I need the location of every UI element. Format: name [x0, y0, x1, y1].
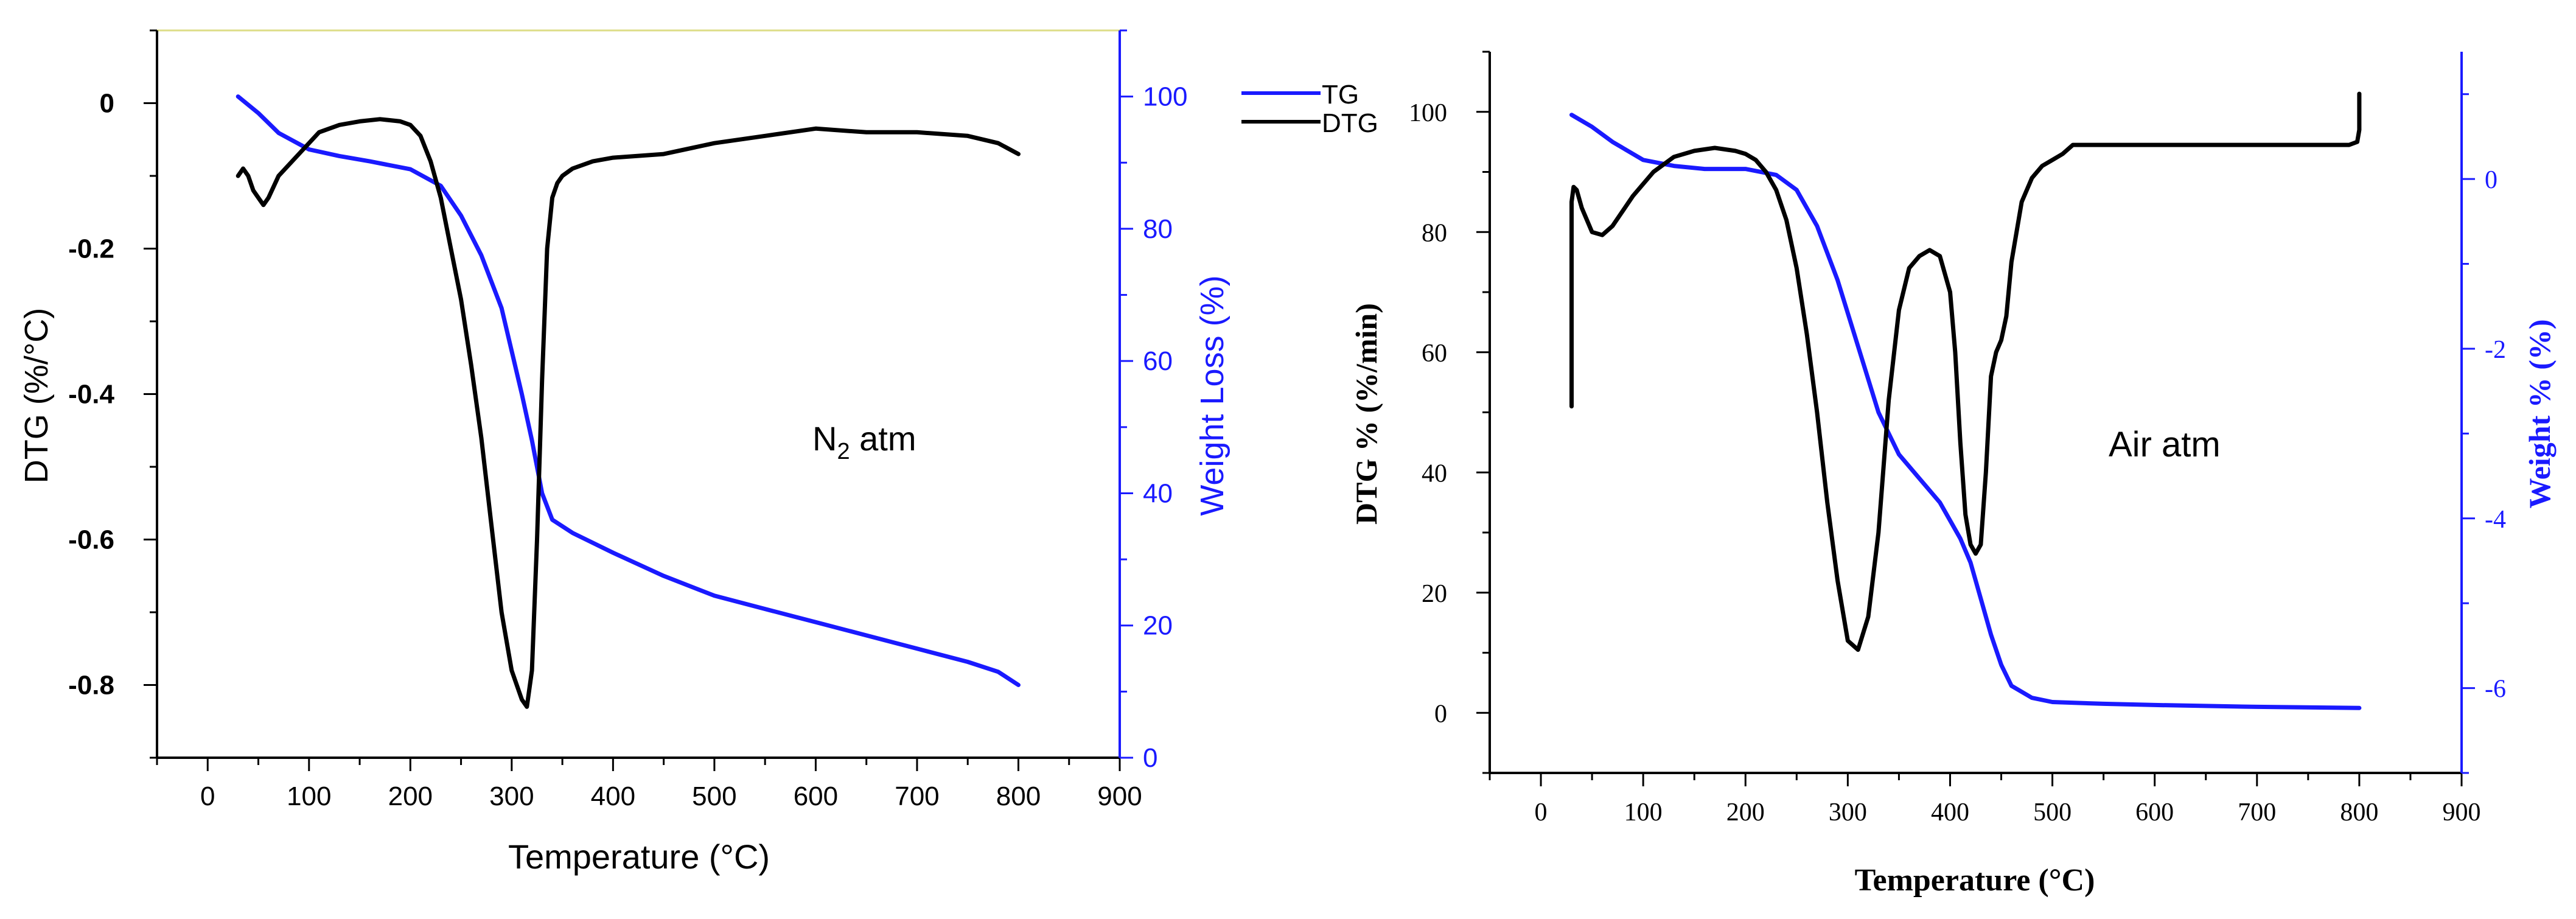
y-right-tick-label: -2	[2485, 336, 2506, 364]
left-chart: 0 100 200 300 400 500 600 700 800 9000-0.2-0.4-0.…	[18, 29, 1378, 876]
x-tick-label: 200	[1726, 798, 1765, 826]
legend-tg-label: TG	[1322, 80, 1359, 110]
x-tick-label: 600	[2135, 798, 2174, 826]
y-right-tick-label: 60	[1143, 346, 1173, 376]
left-tick-marks	[144, 29, 1133, 771]
x-tick-label: 100	[1624, 798, 1663, 826]
x-tick-label: 700	[895, 781, 939, 811]
right-atmosphere-annotation: Air atm	[2109, 425, 2221, 464]
x-tick-label: 500	[2033, 798, 2072, 826]
left-y-axis-label: DTG (%/°C)	[18, 308, 55, 484]
right-series	[1569, 91, 2362, 710]
y-left-tick-label: 0	[100, 89, 114, 119]
series-line-dtg	[236, 117, 1021, 709]
series-line-tg	[236, 94, 1021, 687]
x-tick-label: 700	[2238, 798, 2276, 826]
legend-dtg-label: DTG	[1322, 108, 1378, 138]
left-tick-labels: 0 100 200 300 400 500 600 700 800 9000-0.2-0.4-0.…	[68, 82, 1187, 811]
y-right-tick-label: 0	[2485, 166, 2497, 194]
legend: TG DTG	[1241, 80, 1378, 138]
left-x-axis-label: Temperature (°C)	[508, 837, 770, 876]
right-tick-labels: 0 100 200 300 400 500 600 700 800 900 0 20 40 60 80 100…	[1409, 99, 2506, 826]
right-tick-marks	[1476, 51, 2475, 786]
y-left-tick-label: 100	[1409, 99, 1447, 127]
y-right-tick-label: 100	[1143, 82, 1187, 112]
y-left-tick-label: -0.6	[68, 525, 114, 555]
left-atmosphere-annotation: N2 atm	[812, 419, 916, 464]
y-left-tick-label: -0.4	[68, 380, 114, 410]
right-right-axis-label: Weight % (%)	[2522, 319, 2557, 508]
right-chart: 0 100 200 300 400 500 600 700 800 900 0 20 40 60 80 100…	[1349, 51, 2557, 898]
x-tick-label: 900	[1097, 781, 1142, 811]
right-x-axis-label: Temperature (°C)	[1855, 863, 2095, 898]
x-tick-label: 800	[996, 781, 1041, 811]
y-right-tick-label: -4	[2485, 506, 2506, 534]
y-left-tick-label: 60	[1422, 340, 1447, 368]
y-left-tick-label: 0	[1434, 700, 1447, 728]
x-tick-label: 900	[2443, 798, 2481, 826]
x-tick-label: 100	[287, 781, 331, 811]
x-tick-label: 800	[2340, 798, 2378, 826]
left-series	[236, 94, 1021, 709]
y-left-tick-label: 80	[1422, 219, 1447, 247]
atmosphere-suffix: atm	[850, 419, 916, 458]
y-right-tick-label: 40	[1143, 478, 1173, 508]
x-tick-label: 500	[692, 781, 736, 811]
x-tick-label: 600	[794, 781, 838, 811]
x-tick-label: 0	[1535, 798, 1548, 826]
y-right-tick-label: -6	[2485, 676, 2506, 704]
y-left-tick-label: -0.8	[68, 671, 114, 701]
y-left-tick-label: 20	[1422, 580, 1447, 608]
x-tick-label: 300	[489, 781, 534, 811]
y-right-tick-label: 80	[1143, 214, 1173, 244]
x-tick-label: 300	[1829, 798, 1867, 826]
x-tick-label: 0	[200, 781, 215, 811]
y-left-tick-label: -0.2	[68, 234, 114, 264]
atmosphere-n: N	[812, 419, 837, 458]
series-line-dtg	[1569, 91, 2362, 652]
y-left-tick-label: 40	[1422, 460, 1447, 487]
atmosphere-subscript: 2	[837, 439, 850, 464]
x-tick-label: 200	[388, 781, 433, 811]
x-tick-label: 400	[591, 781, 635, 811]
right-y-axis-label: DTG % (%/min)	[1349, 303, 1383, 525]
y-right-tick-label: 20	[1143, 611, 1173, 641]
left-right-axis-label: Weight Loss (%)	[1194, 275, 1230, 515]
series-line-tg	[1569, 113, 2362, 710]
x-tick-label: 400	[1931, 798, 1969, 826]
y-right-tick-label: 0	[1143, 743, 1157, 773]
